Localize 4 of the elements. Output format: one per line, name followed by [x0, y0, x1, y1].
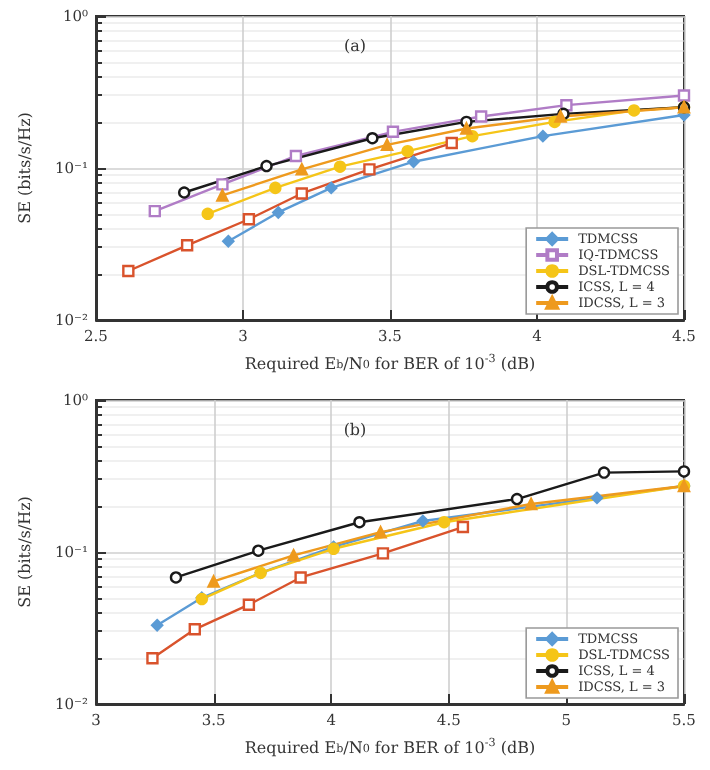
y-axis-title: SE (bits/s/Hz) — [16, 112, 35, 224]
text: (a) — [343, 37, 367, 55]
y-axis-title: SE (bits/s/Hz) — [16, 496, 35, 608]
text: (b) — [343, 421, 367, 439]
